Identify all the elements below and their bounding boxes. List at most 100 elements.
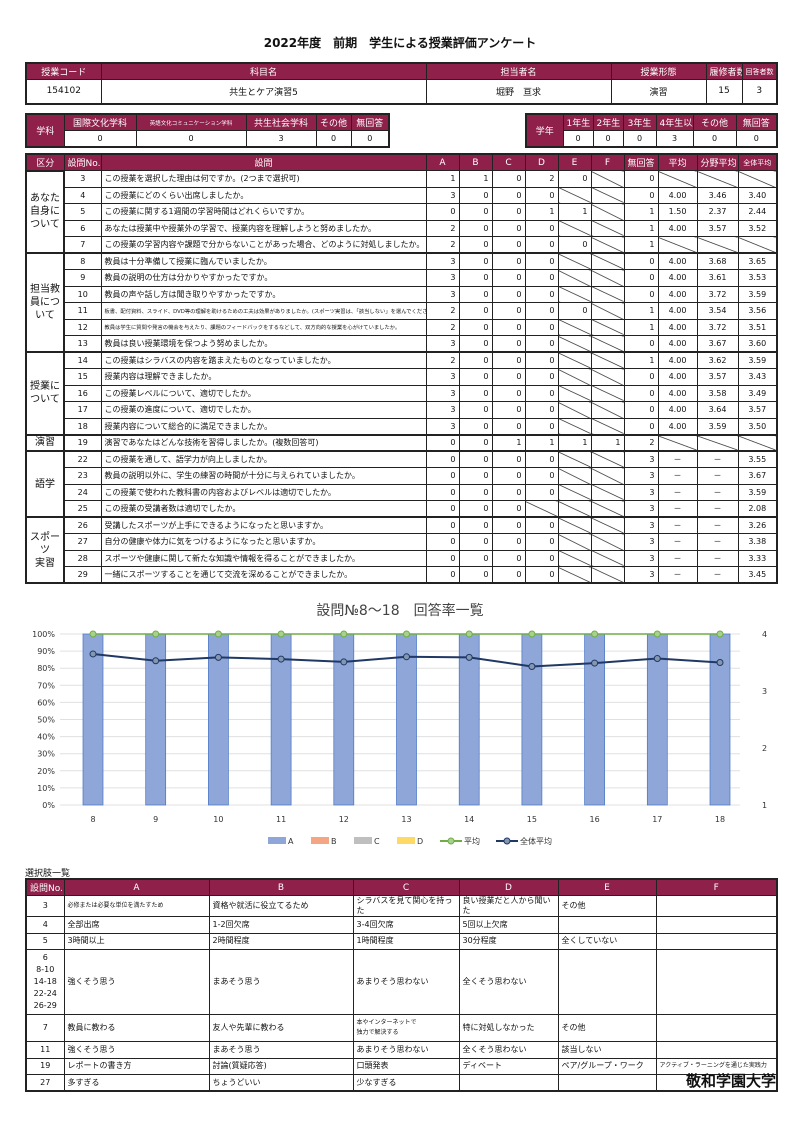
- answer-count-B: 0: [458, 450, 493, 468]
- no-answer-count: 3: [623, 516, 659, 534]
- all-score: 2.08: [737, 500, 778, 518]
- na-cell: [590, 384, 625, 402]
- y-left-tick: 80%: [37, 664, 55, 673]
- no-answer-count: 0: [623, 417, 659, 435]
- survey-header: 設問No.: [63, 153, 102, 171]
- y-left-tick: 50%: [37, 716, 55, 725]
- point-平均: [528, 630, 536, 638]
- question-number: 5: [63, 203, 102, 221]
- department-header: 共生社会学科: [245, 113, 317, 131]
- question-text: 教員の声や話し方は聞き取りやすかったですか。: [100, 285, 427, 303]
- question-number: 24: [63, 483, 102, 501]
- na-cell: [557, 219, 592, 237]
- field-score: 3.58: [696, 384, 739, 402]
- question-number: 17: [63, 401, 102, 419]
- department-value: 0: [350, 130, 390, 148]
- y-right-tick: 4: [762, 630, 767, 639]
- answer-count-A: 0: [425, 549, 460, 567]
- field-score: 3.46: [696, 186, 739, 204]
- options-header: A: [63, 878, 210, 896]
- answer-count-C: 0: [491, 500, 526, 518]
- all-score: 3.33: [737, 549, 778, 567]
- question-number: 19: [63, 433, 102, 452]
- answer-count-B: 0: [458, 516, 493, 534]
- field-score: －: [696, 500, 739, 518]
- answer-count-C: 0: [491, 384, 526, 402]
- survey-row: 語学 22 この授業を通して、語学力が向上しましたか。 0 0 0 0 3 －－ 3.55: [25, 450, 778, 518]
- grade-value: 0: [692, 130, 737, 148]
- field-score: －: [696, 549, 739, 567]
- option-D: 5回以上欠席: [458, 916, 559, 934]
- question-number: 11: [63, 302, 102, 320]
- no-answer-count: 1: [623, 351, 659, 369]
- option-C: 3-4回欠席: [352, 916, 460, 934]
- na-cell: [590, 450, 625, 468]
- department-value: 0: [315, 130, 352, 148]
- answer-count-D: 0: [524, 302, 559, 320]
- avg-score: －: [657, 516, 698, 534]
- point-全体平均: [277, 655, 285, 663]
- option-A: 教員に教わる: [63, 1014, 210, 1042]
- option-D: 全くそう思わない: [458, 1041, 559, 1059]
- question-text: 教員は学生に質問や発言の機会を与えたり、課題のフィードバックをするなどして、双方…: [100, 318, 427, 336]
- question-number: 6 8-10 14-18 22-24 26-29: [25, 949, 65, 1015]
- y-left-tick: 40%: [37, 733, 55, 742]
- answer-count-A: 0: [425, 203, 460, 221]
- x-tick: 13: [401, 815, 411, 824]
- na-cell: [557, 549, 592, 567]
- option-F: [655, 916, 778, 934]
- x-tick: 11: [276, 815, 286, 824]
- answer-count-D: 0: [524, 450, 559, 468]
- survey-header: 平均: [657, 153, 698, 171]
- option-A: 多すぎる: [63, 1074, 210, 1092]
- answer-count-B: 0: [458, 351, 493, 369]
- na-cell: [590, 236, 625, 254]
- all-score: 3.57: [737, 401, 778, 419]
- point-全体平均: [89, 650, 97, 658]
- answer-count-D: 0: [524, 401, 559, 419]
- grade-label: 学年: [525, 113, 564, 148]
- department-header: 英語文化コミュニケーション学科: [135, 113, 247, 131]
- question-number: 23: [63, 467, 102, 485]
- point-平均: [152, 630, 160, 638]
- option-B: ちょうどいい: [208, 1074, 354, 1092]
- na-cell: [524, 500, 559, 518]
- answer-count-B: 0: [458, 533, 493, 551]
- question-number: 28: [63, 549, 102, 567]
- survey-row: 18 授業内容について総合的に満足できましたか。 3 0 0 0 0 4.00 3.59 3.50: [26, 417, 778, 435]
- option-C: 少なすぎる: [352, 1074, 460, 1092]
- option-B: 討論(質疑応答): [208, 1057, 354, 1075]
- avg-score: 4.00: [657, 302, 698, 320]
- avg-score: －: [657, 450, 698, 468]
- avg-score: 4.00: [657, 384, 698, 402]
- answer-count-D: 0: [524, 549, 559, 567]
- option-B: 資格や就活に役立てるため: [208, 895, 354, 917]
- na-cell: [590, 335, 625, 353]
- survey-row: 5 この授業に関する1週間の学習時間はどれくらいですか。 0 0 0 1 1 1 1.50 2.3…: [26, 203, 778, 221]
- answer-count-C: 0: [491, 335, 526, 353]
- na-cell: [557, 467, 592, 485]
- na-cell: [557, 401, 592, 419]
- answer-count-B: 0: [458, 566, 493, 584]
- field-score: 3.61: [696, 269, 739, 287]
- answer-count-B: 1: [458, 170, 493, 188]
- no-answer-count: 0: [623, 186, 659, 204]
- answer-count-E: 1: [557, 433, 592, 452]
- section-label: あなた 自身に ついて: [25, 169, 65, 254]
- point-平均: [89, 630, 97, 638]
- question-text: この授業を通して、語学力が向上しましたか。: [100, 450, 427, 468]
- answer-count-D: 1: [524, 203, 559, 221]
- answer-count-C: 0: [491, 170, 526, 188]
- department-value: 0: [63, 130, 137, 148]
- no-answer-count: 3: [623, 450, 659, 468]
- x-tick: 18: [715, 815, 725, 824]
- survey-row: 15 授業内容は理解できましたか。 3 0 0 0 0 4.00 3.57 3.43: [26, 368, 778, 386]
- avg-score: －: [657, 467, 698, 485]
- question-number: 26: [63, 516, 102, 534]
- question-number: 8: [63, 252, 102, 270]
- no-answer-count: 3: [623, 483, 659, 501]
- question-number: 6: [63, 219, 102, 237]
- field-score: 3.72: [696, 318, 739, 336]
- no-answer-count: 0: [623, 269, 659, 287]
- options-row: 5 3時間以上 2時間程度 1時間程度 30分程度 全くしていない: [25, 932, 778, 950]
